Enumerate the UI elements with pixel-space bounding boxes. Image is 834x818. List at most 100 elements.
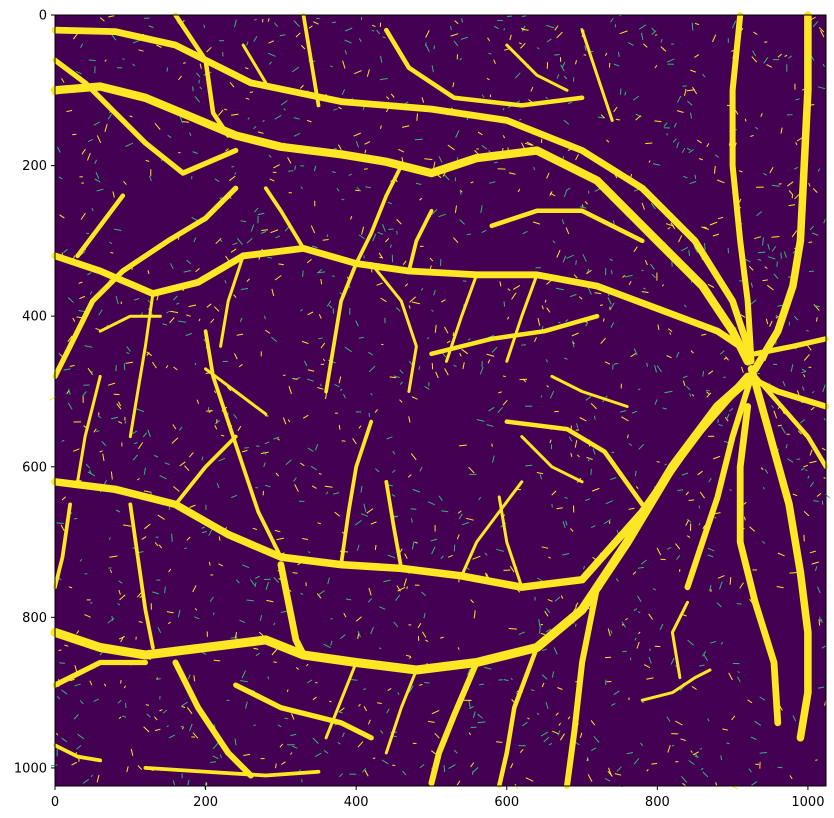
noise-speckle bbox=[651, 27, 655, 32]
noise-speckle bbox=[238, 363, 243, 368]
noise-speckle bbox=[323, 643, 331, 649]
noise-speckle bbox=[175, 302, 180, 305]
noise-speckle bbox=[810, 406, 815, 411]
noise-speckle bbox=[192, 732, 199, 739]
noise-speckle bbox=[315, 752, 322, 757]
noise-speckle bbox=[68, 586, 73, 589]
noise-speckle bbox=[146, 713, 151, 718]
noise-speckle bbox=[652, 588, 657, 591]
noise-speckle bbox=[208, 561, 211, 566]
noise-speckle bbox=[754, 236, 762, 240]
noise-speckle bbox=[766, 284, 774, 291]
x-tick-label: 800 bbox=[645, 795, 670, 810]
noise-speckle bbox=[393, 621, 399, 628]
noise-speckle bbox=[285, 459, 292, 466]
noise-speckle bbox=[690, 112, 692, 119]
noise-speckle bbox=[666, 716, 671, 722]
noise-speckle bbox=[141, 536, 147, 540]
noise-speckle bbox=[283, 108, 286, 111]
noise-speckle bbox=[426, 337, 430, 340]
noise-speckle bbox=[444, 174, 450, 181]
noise-speckle bbox=[584, 45, 587, 51]
noise-speckle bbox=[559, 733, 565, 741]
noise-speckle bbox=[667, 227, 671, 230]
noise-speckle bbox=[562, 255, 567, 263]
noise-speckle bbox=[87, 152, 91, 161]
noise-speckle bbox=[73, 517, 78, 520]
noise-speckle bbox=[551, 671, 555, 678]
noise-speckle bbox=[225, 148, 229, 152]
noise-speckle bbox=[536, 712, 540, 716]
noise-speckle bbox=[423, 612, 426, 619]
noise-speckle bbox=[702, 371, 705, 377]
noise-speckle bbox=[353, 132, 362, 137]
noise-speckle bbox=[470, 762, 475, 768]
noise-speckle bbox=[273, 622, 276, 626]
noise-speckle bbox=[241, 449, 248, 453]
noise-speckle bbox=[277, 438, 280, 441]
noise-speckle bbox=[178, 75, 182, 81]
noise-speckle bbox=[509, 565, 515, 573]
noise-speckle bbox=[666, 546, 672, 550]
noise-speckle bbox=[385, 96, 390, 100]
noise-speckle bbox=[567, 101, 572, 105]
noise-speckle bbox=[628, 281, 632, 286]
noise-speckle bbox=[402, 770, 407, 776]
noise-speckle bbox=[796, 390, 800, 396]
noise-speckle bbox=[499, 281, 502, 287]
noise-speckle bbox=[467, 668, 471, 676]
noise-speckle bbox=[342, 60, 346, 69]
noise-speckle bbox=[171, 437, 179, 444]
noise-speckle bbox=[196, 72, 201, 78]
noise-speckle bbox=[497, 406, 503, 413]
vessel-segment bbox=[301, 13, 321, 108]
vessel-segment bbox=[128, 502, 155, 650]
noise-speckle bbox=[541, 674, 548, 680]
noise-speckle bbox=[574, 440, 578, 448]
noise-speckle bbox=[533, 337, 537, 343]
noise-speckle bbox=[776, 586, 784, 589]
noise-speckle bbox=[681, 148, 686, 153]
noise-speckle bbox=[286, 689, 289, 692]
noise-speckle bbox=[660, 38, 663, 43]
noise-speckle bbox=[212, 612, 215, 616]
noise-speckle bbox=[415, 182, 422, 185]
noise-speckle bbox=[644, 259, 648, 266]
noise-speckle bbox=[89, 469, 92, 474]
noise-speckle bbox=[417, 623, 422, 629]
noise-speckle bbox=[279, 34, 286, 37]
noise-speckle bbox=[434, 732, 440, 739]
noise-speckle bbox=[651, 30, 657, 36]
noise-speckle bbox=[694, 22, 700, 26]
noise-speckle bbox=[182, 121, 189, 123]
noise-speckle bbox=[651, 274, 656, 279]
x-tick-label: 600 bbox=[494, 795, 519, 810]
noise-speckle bbox=[98, 309, 103, 316]
noise-speckle bbox=[486, 77, 490, 81]
noise-speckle bbox=[96, 135, 102, 144]
noise-speckle bbox=[267, 256, 273, 259]
y-axis-ticks: 0 200 400 600 800 1000 bbox=[14, 9, 55, 776]
noise-speckle bbox=[406, 586, 408, 590]
noise-speckle bbox=[243, 753, 251, 756]
noise-speckle bbox=[726, 413, 730, 420]
noise-speckle bbox=[709, 641, 717, 644]
noise-speckle bbox=[391, 493, 396, 497]
noise-speckle bbox=[797, 430, 802, 435]
vessel-network bbox=[50, 11, 830, 790]
noise-speckle bbox=[762, 279, 768, 282]
noise-speckle bbox=[93, 121, 101, 126]
noise-speckle bbox=[522, 721, 528, 727]
noise-speckle bbox=[368, 351, 373, 356]
noise-speckle bbox=[257, 131, 264, 134]
noise-speckle bbox=[480, 205, 483, 214]
noise-speckle bbox=[549, 390, 555, 399]
noise-speckle bbox=[685, 491, 689, 496]
noise-speckle bbox=[214, 178, 220, 183]
noise-speckle bbox=[402, 260, 407, 265]
noise-speckle bbox=[268, 40, 275, 44]
noise-speckle bbox=[478, 496, 482, 501]
noise-speckle bbox=[514, 72, 521, 79]
noise-speckle bbox=[89, 602, 93, 604]
noise-speckle bbox=[546, 38, 552, 43]
